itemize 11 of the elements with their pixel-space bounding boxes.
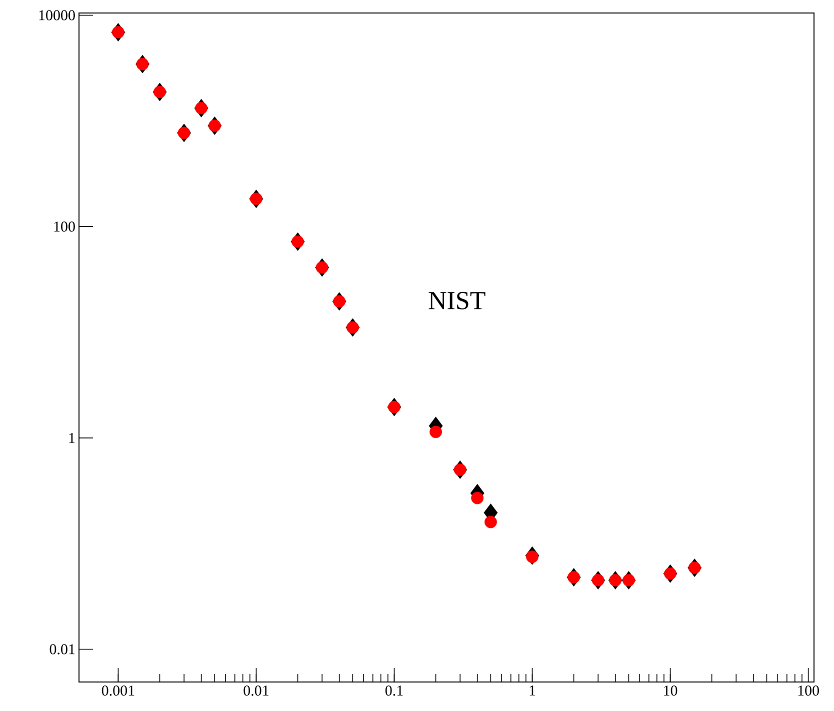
- y-tick-label: 100: [54, 222, 75, 232]
- x-tick-label: 100: [798, 686, 819, 696]
- y-tick-label: 0.01: [50, 644, 75, 654]
- x-tick-label: 0.001: [102, 686, 134, 696]
- x-tick-label: 0.1: [385, 686, 403, 696]
- y-tick-label: 10000: [39, 10, 75, 20]
- x-tick-label: 10: [664, 686, 678, 696]
- y-tick-label: 1: [69, 432, 75, 443]
- text: NIST: [428, 292, 486, 310]
- x-tick-label: 0.01: [244, 686, 268, 696]
- x-tick-label: 1: [530, 686, 536, 696]
